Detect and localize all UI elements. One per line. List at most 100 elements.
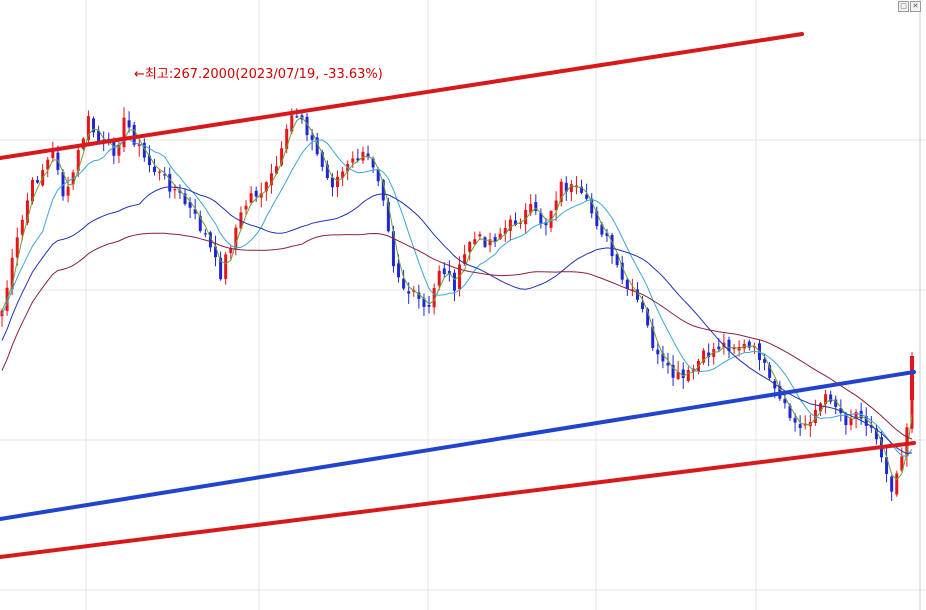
candle-body — [361, 151, 365, 161]
candle-body — [844, 414, 848, 426]
candle-body — [788, 405, 792, 419]
candle-body — [229, 248, 233, 254]
candle-body — [92, 118, 96, 133]
candle-body — [559, 181, 563, 203]
candle-body — [651, 326, 655, 348]
trendline[interactable] — [0, 32, 804, 160]
candle-body — [269, 173, 273, 186]
moving-average-line — [1, 186, 913, 455]
candle-body — [427, 304, 431, 307]
trendlines[interactable] — [0, 32, 916, 559]
candle-body — [432, 287, 436, 308]
candle-body — [193, 209, 197, 214]
candle-body — [320, 152, 324, 167]
candle-body — [661, 353, 665, 362]
candle-body — [539, 212, 543, 224]
candle-body — [442, 268, 446, 275]
candle-body — [391, 231, 395, 267]
candle-body — [330, 177, 334, 188]
candle-body — [524, 209, 528, 225]
candle-body — [818, 403, 822, 412]
candle-body — [259, 193, 263, 198]
candle-body — [508, 219, 512, 231]
candle-body — [854, 412, 858, 419]
candle-body — [254, 190, 258, 197]
candle-body — [127, 120, 131, 128]
candle-body — [574, 185, 578, 187]
candle-body — [86, 116, 90, 140]
candle-body — [513, 220, 517, 226]
candle-body — [529, 204, 533, 213]
candle-body — [676, 371, 680, 379]
candle-body — [244, 205, 248, 210]
candle-body — [305, 116, 309, 136]
candle-body — [147, 155, 151, 166]
candle-body — [183, 193, 187, 205]
candle-body — [356, 158, 360, 161]
candle-body — [422, 298, 426, 307]
candle-body — [402, 278, 406, 289]
candle-body — [885, 457, 889, 474]
candlesticks — [0, 107, 914, 501]
candle-body — [264, 182, 268, 192]
candle-body — [747, 341, 751, 348]
candle-body — [66, 186, 70, 196]
candle-body — [498, 233, 502, 239]
candle-body — [864, 416, 868, 426]
candle-body — [295, 116, 299, 118]
candle-body — [564, 182, 568, 192]
moving-average-line — [1, 232, 913, 440]
moving-average-line — [1, 116, 913, 481]
close-button[interactable]: ✕ — [910, 1, 921, 12]
candle-body — [137, 144, 141, 147]
candle-body — [371, 158, 375, 168]
candle-body — [51, 150, 55, 159]
candle-body — [681, 369, 685, 379]
candle-body — [397, 263, 401, 278]
candle-body — [10, 257, 14, 290]
candle-body — [315, 137, 319, 155]
candle-body — [615, 254, 619, 266]
candle-body — [793, 418, 797, 423]
minimize-button[interactable]: □ — [898, 1, 909, 12]
candle-body — [585, 194, 589, 199]
candle-body — [890, 476, 894, 492]
trendline[interactable] — [0, 370, 916, 521]
candle-body — [97, 130, 101, 142]
trendline[interactable] — [0, 441, 916, 559]
candle-body — [163, 174, 167, 176]
candle-body — [849, 418, 853, 426]
candle-body — [895, 473, 899, 495]
candle-body — [534, 202, 538, 211]
candle-body — [310, 135, 314, 140]
candle-body — [829, 394, 833, 402]
candle-body — [834, 399, 838, 407]
candle-body — [610, 234, 614, 257]
candle-body — [325, 164, 329, 178]
candle-body — [473, 239, 477, 245]
candle-body — [468, 242, 472, 252]
candle-body — [407, 291, 411, 294]
candle-body — [452, 272, 456, 291]
candle-body — [76, 150, 80, 171]
candle-body — [381, 179, 385, 201]
candle-body — [798, 424, 802, 429]
candle-body — [153, 166, 157, 172]
candle-body — [783, 399, 787, 404]
candle-body — [36, 180, 40, 183]
candle-body — [132, 124, 136, 145]
candle-body — [249, 193, 253, 203]
candle-body — [493, 237, 497, 242]
candle-body — [285, 128, 289, 150]
candle-body — [20, 219, 24, 235]
candle-body — [478, 234, 482, 237]
candle-body — [158, 171, 162, 173]
candle-body — [519, 222, 523, 224]
candle-body — [386, 201, 390, 232]
candle-body — [900, 456, 904, 471]
moving-average-line — [1, 138, 913, 458]
candle-body — [351, 158, 355, 163]
candle-body — [15, 237, 19, 258]
candle-body — [752, 346, 756, 348]
